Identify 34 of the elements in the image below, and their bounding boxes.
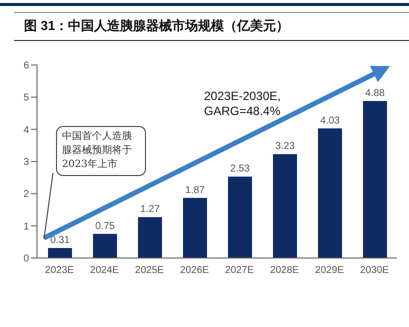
y-tick-label: 5	[23, 92, 30, 104]
data-label: 4.88	[365, 88, 386, 100]
x-tick-label: 2030E	[360, 265, 390, 276]
bar	[228, 176, 252, 258]
x-tick-label: 2027E	[225, 265, 254, 276]
data-label: 1.27	[140, 204, 160, 216]
data-label: 1.87	[185, 184, 206, 196]
chart-title: 图 31：中国人造胰腺器械市场规模（亿美元）	[14, 12, 409, 41]
y-tick-label: 6	[23, 60, 30, 72]
bar	[138, 217, 162, 258]
data-label: 0.75	[95, 220, 116, 232]
x-tick-label: 2029E	[315, 265, 344, 276]
y-tick-label: 3	[23, 157, 30, 168]
annotation: 2023E-2030E, GARG=48.4%	[204, 89, 281, 119]
annotation: 中国首个人造胰腺器械预期将于2023年上市	[56, 126, 146, 176]
bar	[363, 101, 387, 258]
data-label: 2.53	[230, 164, 250, 175]
y-tick-label: 2	[23, 189, 30, 200]
x-tick-label: 2025E	[135, 265, 164, 276]
y-tick-label: 1	[23, 221, 30, 232]
y-tick-label: 0	[23, 254, 30, 265]
data-label: 4.03	[320, 115, 340, 126]
x-tick-label: 2028E	[270, 265, 300, 276]
x-tick-label: 2026E	[180, 265, 210, 276]
bar	[48, 248, 72, 258]
bar	[318, 128, 342, 258]
x-tick-label: 2024E	[90, 265, 120, 276]
bar	[93, 234, 117, 258]
x-tick-label: 2023E	[45, 265, 74, 276]
bar	[273, 154, 297, 258]
y-tick-label: 4	[23, 124, 30, 136]
data-label: 0.31	[50, 235, 70, 246]
data-label: 3.23	[275, 141, 296, 152]
bar	[183, 198, 207, 258]
